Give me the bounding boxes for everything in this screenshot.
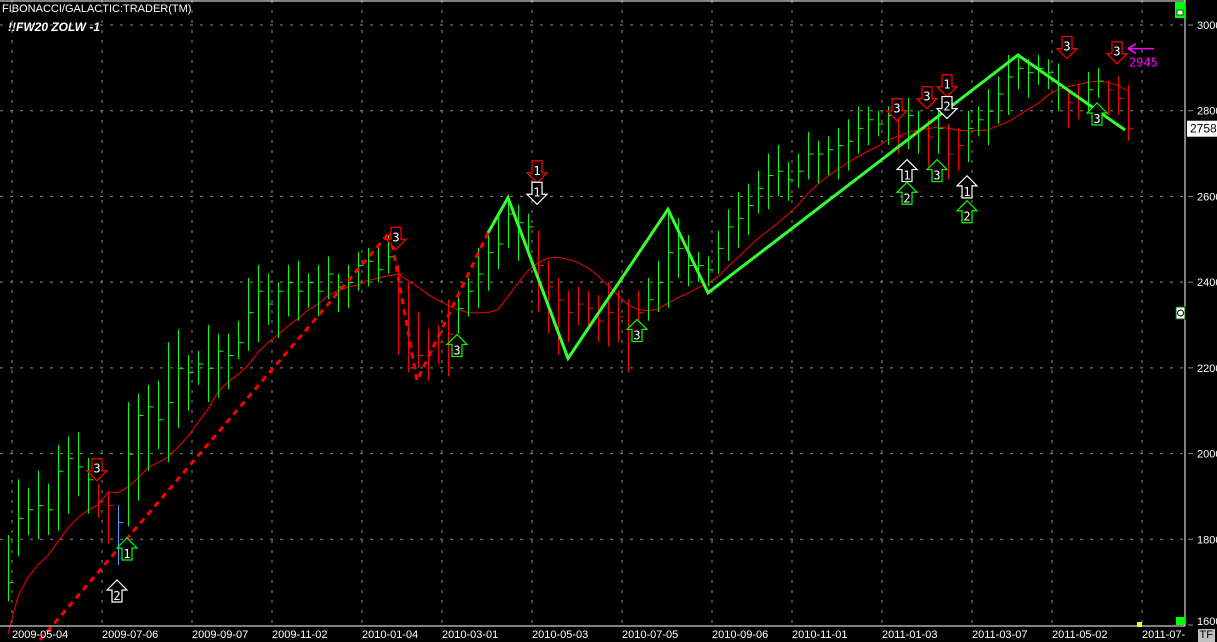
ma-line	[7, 80, 1129, 634]
zigzag-lines	[38, 53, 1126, 641]
arrow-down-icon	[525, 160, 549, 184]
y-tick-label: 1600	[1197, 616, 1217, 628]
signal-label: 1	[533, 164, 540, 178]
arrow-up-icon	[955, 175, 979, 199]
y-tick-label: 2800	[1197, 106, 1217, 118]
signal-label: 2	[113, 589, 120, 603]
x-tick-label: 2009-07-06	[102, 629, 158, 641]
y-tick-label: 2600	[1197, 191, 1217, 203]
signal-label: 3	[1093, 112, 1100, 126]
x-tick-label: 2010-05-03	[532, 629, 588, 641]
symbol-label: !!FW20 ZOLW -1	[8, 20, 100, 34]
signal-label: 3	[1113, 45, 1120, 59]
arrow-up-icon	[445, 333, 469, 358]
arrow-up-icon	[955, 199, 979, 224]
signal-label: 3	[633, 328, 640, 342]
y-tick-label: 2000	[1197, 449, 1217, 461]
zigzag-solid-line	[486, 53, 1126, 362]
moving-average	[7, 80, 1129, 634]
arrow-down-icon	[935, 74, 959, 98]
scroll-bottom-button	[1176, 617, 1185, 625]
signal-label: 1	[943, 78, 950, 92]
signal-label: 3	[1063, 40, 1070, 54]
x-tick-label: 2010-03-01	[442, 629, 498, 641]
y-tick-label: 1800	[1197, 534, 1217, 546]
arrow-down-icon	[85, 458, 109, 482]
signal-label: 1	[123, 547, 130, 561]
x-tick-label: 2010-11-01	[792, 629, 847, 641]
timeframe-button[interactable]: TF	[1197, 629, 1215, 642]
arrow-up-icon	[115, 537, 139, 561]
x-tick-label: 2009-11-02	[272, 629, 327, 641]
arrow-up-icon	[925, 158, 949, 183]
projection-price: 2945	[1129, 56, 1158, 70]
arrow-down-icon	[1105, 41, 1129, 65]
arrow-up-icon	[625, 318, 649, 343]
x-tick-label: 2011-07-	[1142, 629, 1186, 641]
circle-icon	[1177, 309, 1184, 317]
ohlc-bars	[8, 55, 1134, 602]
projection-arrow-icon	[1127, 42, 1154, 55]
signal-label: 3	[453, 343, 460, 357]
x-tick-label: 2011-05-02	[1052, 629, 1107, 641]
arrow-up-icon	[895, 181, 919, 205]
signal-label: 1	[903, 169, 910, 183]
x-tick-label: 2009-05-04	[12, 629, 68, 641]
arrow-down-icon	[1055, 35, 1079, 60]
y-tick-label: 3000	[1197, 20, 1217, 32]
signal-label: 2	[943, 100, 950, 114]
signal-label: 2	[903, 191, 910, 205]
y-tick-label: 2400	[1197, 277, 1217, 289]
y-tick-label: 2200	[1197, 363, 1217, 375]
x-tick-label: 2009-09-07	[192, 629, 248, 641]
x-tick-label: 2010-07-05	[622, 629, 678, 641]
arrow-up-icon	[1085, 102, 1109, 126]
arrow-down-icon	[885, 98, 909, 122]
arrow-down-icon	[915, 86, 939, 110]
signal-label: 3	[392, 230, 399, 244]
chart-widgets: 2945 2758	[1127, 2, 1217, 627]
square-icon	[1176, 9, 1184, 16]
grid	[0, 0, 1185, 625]
current-bar-marker	[1137, 622, 1142, 627]
last-price-box	[1187, 120, 1217, 137]
scroll-handle	[1175, 306, 1186, 320]
arrow-down-icon	[384, 226, 408, 251]
arrow-up-icon	[105, 579, 129, 603]
signal-label: 2	[963, 210, 970, 224]
x-tick-label: 2010-09-06	[712, 629, 768, 641]
x-tick-label: 2011-01-03	[882, 629, 937, 641]
arrow-down-icon	[525, 181, 549, 206]
zigzag-dashed-line	[38, 228, 490, 641]
signal-label: 3	[893, 102, 900, 116]
x-tick-label: 2011-03-07	[972, 629, 1027, 641]
arrow-down-icon	[935, 95, 959, 120]
signal-label: 3	[933, 169, 940, 183]
signal-label: 3	[923, 90, 930, 104]
signal-label: 3	[93, 462, 100, 476]
app-title: FIBONACCI/GALACTIC:TRADER(TM)	[2, 3, 192, 15]
signal-label: 1	[963, 185, 970, 199]
x-tick-label: 2010-01-04	[362, 629, 418, 641]
signal-label: 1	[533, 185, 540, 199]
last-price-label: 2758	[1190, 122, 1217, 136]
